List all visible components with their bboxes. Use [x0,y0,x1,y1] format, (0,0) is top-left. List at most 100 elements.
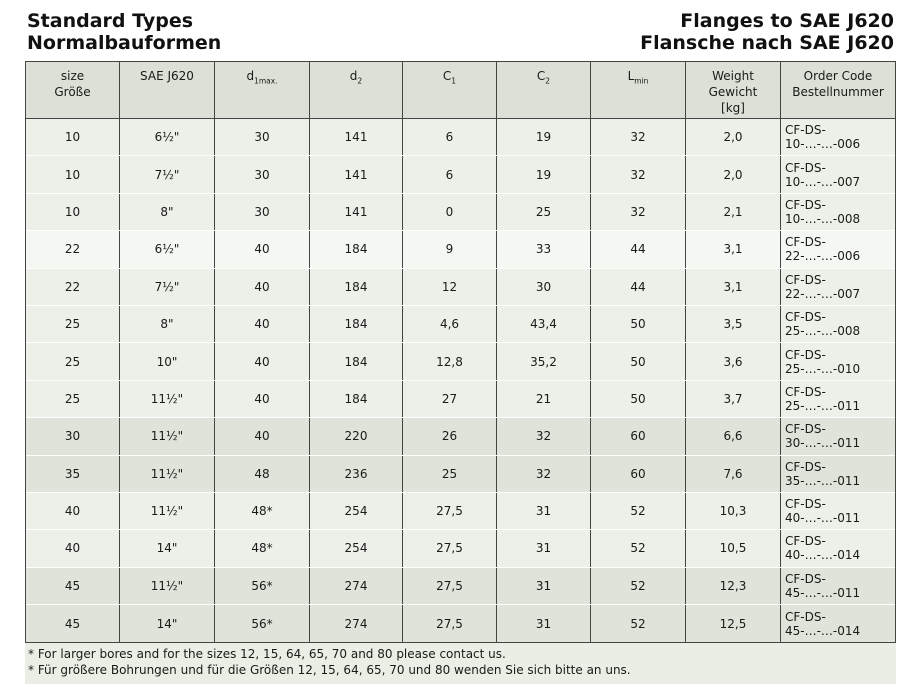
cell-sae-j620: 10" [120,343,215,380]
cell-d1max: 40 [215,231,310,268]
cell-sae-j620: 14" [120,530,215,567]
cell-c2: 31 [497,530,591,567]
cell-c1: 6 [403,156,497,193]
table-row: 10 7½" 30 141 6 19 32 2,0 CF-DS-10-…-…-007 [26,156,895,194]
cell-lmin: 52 [591,567,686,605]
footnote-de: * Für größere Bohrungen und für die Größ… [28,662,631,677]
cell-lmin: 44 [591,231,686,268]
cell-d2: 184 [310,343,403,380]
cell-c1: 25 [403,455,497,492]
cell-c1: 6 [403,119,497,156]
cell-weight: 7,6 [686,455,781,492]
cell-order-code: CF-DS-40-…-…-011 [781,492,895,530]
cell-weight: 12,5 [686,605,781,643]
table-row: 25 10" 40 184 12,8 35,2 50 3,6 CF-DS-25-…-…-010 [26,343,895,381]
cell-order-code: CF-DS-10-…-…-006 [781,119,895,156]
cell-lmin: 52 [591,492,686,530]
cell-c1: 26 [403,418,497,455]
cell-order-code: CF-DS-25-…-…-011 [781,380,895,418]
cell-d2: 220 [310,418,403,455]
cell-d2: 141 [310,156,403,193]
titlebar: Standard Types Normalbauformen Flanges t… [27,10,894,54]
cell-lmin: 50 [591,380,686,418]
cell-size: 40 [26,492,120,530]
cell-d2: 184 [310,231,403,268]
cell-order-code: CF-DS-22-…-…-007 [781,268,895,305]
cell-c2: 25 [497,193,591,231]
cell-size: 10 [26,193,120,231]
cell-sae-j620: 11½" [120,380,215,418]
cell-c2: 33 [497,231,591,268]
cell-weight: 2,0 [686,119,781,156]
cell-sae-j620: 8" [120,193,215,231]
cell-order-code: CF-DS-10-…-…-007 [781,156,895,193]
cell-c1: 27,5 [403,567,497,605]
cell-sae-j620: 11½" [120,567,215,605]
table-body: 10 6½" 30 141 6 19 32 2,0 CF-DS-10-…-…-006 10 7½" 3… [26,119,895,643]
cell-d2: 274 [310,567,403,605]
cell-c2: 32 [497,418,591,455]
flange-dimension-table: size Größe SAE J620 d1max. d2 C1 C2 Lmin Weight G… [25,61,896,644]
cell-size: 40 [26,530,120,567]
cell-d2: 274 [310,605,403,643]
cell-order-code: CF-DS-30-…-…-011 [781,418,895,455]
cell-d1max: 40 [215,305,310,343]
table-row: 45 11½" 56* 274 27,5 31 52 12,3 CF-DS-45-…-…-011 [26,567,895,606]
cell-c1: 27 [403,380,497,418]
cell-weight: 3,7 [686,380,781,418]
cell-d2: 184 [310,268,403,305]
title-left: Standard Types Normalbauformen [27,10,221,54]
cell-sae-j620: 6½" [120,119,215,156]
cell-sae-j620: 8" [120,305,215,343]
column-header-weight: Weight Gewicht [kg] [686,62,781,118]
cell-c2: 43,4 [497,305,591,343]
page-title-de: Normalbauformen [27,32,222,54]
cell-d2: 184 [310,305,403,343]
table-row: 35 11½" 48 236 25 32 60 7,6 CF-DS-35-…-…-011 [26,455,895,493]
cell-d1max: 40 [215,268,310,305]
cell-order-code: CF-DS-35-…-…-011 [781,455,895,492]
column-header-c2: C2 [497,62,591,118]
cell-lmin: 50 [591,305,686,343]
cell-d1max: 30 [215,119,310,156]
cell-order-code: CF-DS-25-…-…-008 [781,305,895,343]
cell-d2: 141 [310,119,403,156]
cell-c2: 21 [497,380,591,418]
cell-weight: 6,6 [686,418,781,455]
cell-c2: 19 [497,119,591,156]
cell-lmin: 60 [591,455,686,492]
cell-lmin: 52 [591,530,686,567]
table-row: 45 14" 56* 274 27,5 31 52 12,5 CF-DS-45-…-…-014 [26,605,895,643]
cell-sae-j620: 11½" [120,492,215,530]
cell-d1max: 48 [215,455,310,492]
cell-size: 25 [26,380,120,418]
cell-d1max: 40 [215,418,310,455]
cell-c2: 30 [497,268,591,305]
cell-c1: 12,8 [403,343,497,380]
cell-weight: 2,0 [686,156,781,193]
cell-size: 25 [26,343,120,380]
column-header-d2: d2 [310,62,403,118]
cell-lmin: 50 [591,343,686,380]
cell-c1: 27,5 [403,530,497,567]
cell-lmin: 44 [591,268,686,305]
cell-c1: 9 [403,231,497,268]
footnote-en: * For larger bores and for the sizes 12,… [28,647,506,662]
page-title-en: Standard Types [27,10,194,32]
cell-d1max: 40 [215,380,310,418]
cell-d2: 184 [310,380,403,418]
cell-size: 10 [26,119,120,156]
cell-d2: 141 [310,193,403,231]
cell-c2: 31 [497,605,591,643]
cell-lmin: 32 [591,119,686,156]
title-right: Flanges to SAE J620 Flansche nach SAE J6… [640,10,894,54]
cell-order-code: CF-DS-45-…-…-011 [781,567,895,605]
table-row: 40 14" 48* 254 27,5 31 52 10,5 CF-DS-40-…-…-014 [26,530,895,568]
cell-weight: 12,3 [686,567,781,605]
cell-lmin: 32 [591,156,686,193]
cell-d1max: 30 [215,156,310,193]
table-row: 22 7½" 40 184 12 30 44 3,1 CF-DS-22-…-…-007 [26,268,895,306]
cell-sae-j620: 6½" [120,231,215,268]
cell-d1max: 48* [215,530,310,567]
